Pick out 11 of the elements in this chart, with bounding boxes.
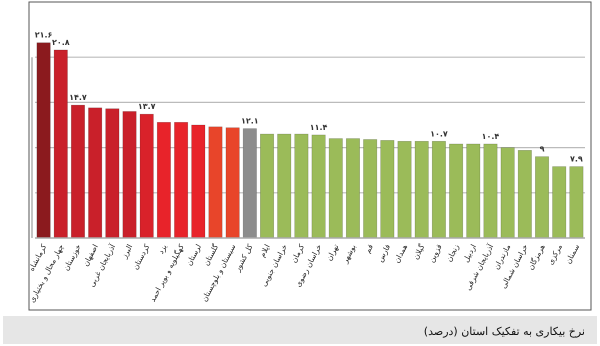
data-label: ۲۱.۶ [34, 30, 53, 40]
data-label: ۱۱.۴ [310, 122, 328, 132]
data-label: ۱۰.۷ [430, 129, 448, 138]
data-label: ۲۰.۸ [52, 38, 70, 47]
text: نرخ بیکاری به تفکیک استان (درصد) [424, 325, 585, 338]
data-label: ۱۳.۷ [138, 102, 156, 112]
data-label: ۱۲.۱ [241, 116, 259, 126]
data-label: ۱۴.۷ [69, 93, 87, 102]
data-label: ۹ [540, 144, 545, 154]
data-label: ۱۰.۴ [482, 132, 500, 141]
data-label: ۷.۹ [570, 154, 583, 164]
